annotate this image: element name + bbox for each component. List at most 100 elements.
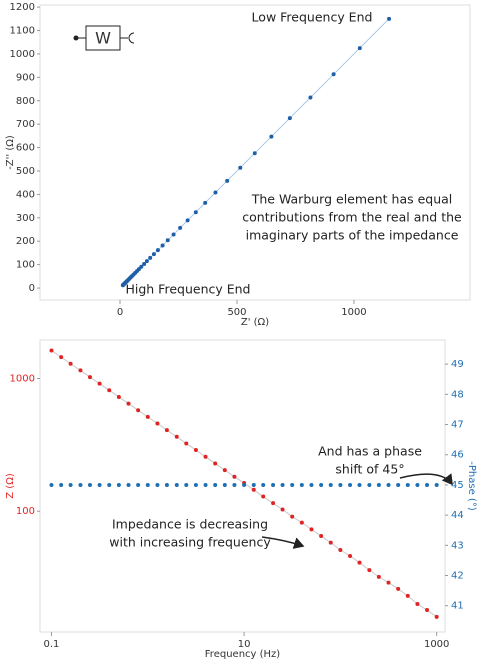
x-tick-label: 0 bbox=[117, 307, 123, 318]
data-point bbox=[271, 482, 276, 487]
data-point bbox=[68, 482, 73, 487]
data-point bbox=[151, 252, 156, 257]
data-point bbox=[193, 210, 198, 215]
annotation: contributions from the real and the bbox=[242, 210, 462, 225]
annotation-arrow bbox=[261, 536, 305, 549]
y2-tick-label: 47 bbox=[451, 420, 464, 431]
data-point bbox=[184, 441, 189, 446]
data-point bbox=[164, 428, 169, 433]
data-point bbox=[269, 134, 274, 139]
data-point bbox=[174, 434, 179, 439]
data-point bbox=[203, 482, 208, 487]
data-point bbox=[331, 72, 336, 77]
symbol-label: W bbox=[95, 29, 111, 48]
data-point bbox=[308, 95, 313, 100]
data-point bbox=[357, 46, 362, 51]
annotation: Low Frequency End bbox=[252, 10, 373, 25]
y-tick-label: 600 bbox=[16, 143, 35, 154]
data-point bbox=[396, 586, 401, 591]
data-point bbox=[405, 593, 410, 598]
x-tick-label: 1000 bbox=[341, 307, 366, 318]
y2-tick-label: 42 bbox=[451, 571, 464, 582]
data-point bbox=[171, 232, 176, 237]
y2-tick-label: 45 bbox=[451, 480, 464, 491]
x-axis-label: Frequency (Hz) bbox=[205, 649, 281, 660]
data-point bbox=[251, 487, 256, 492]
data-point bbox=[415, 482, 420, 487]
y-tick-label: 500 bbox=[16, 166, 35, 177]
plot-frame bbox=[39, 4, 471, 301]
data-point bbox=[287, 116, 292, 121]
data-point bbox=[87, 482, 92, 487]
data-point bbox=[87, 375, 92, 380]
data-point bbox=[225, 178, 230, 183]
data-point bbox=[68, 361, 73, 366]
data-point bbox=[145, 414, 150, 419]
y-tick-label: 0 bbox=[29, 283, 35, 294]
data-point bbox=[155, 482, 160, 487]
data-point bbox=[203, 200, 208, 205]
y-tick-label: 900 bbox=[16, 72, 35, 83]
data-point bbox=[309, 527, 314, 532]
data-point bbox=[148, 255, 153, 260]
y-tick-label: 1200 bbox=[10, 2, 35, 13]
data-point bbox=[434, 482, 439, 487]
data-point bbox=[415, 601, 420, 606]
y-tick-label: 200 bbox=[16, 236, 35, 247]
annotation: High Frequency End bbox=[125, 282, 250, 297]
data-point bbox=[213, 461, 218, 466]
data-point bbox=[97, 482, 102, 487]
annotation: shift of 45° bbox=[335, 462, 404, 477]
data-point bbox=[367, 568, 372, 573]
data-point bbox=[271, 501, 276, 506]
y2-tick-label: 46 bbox=[451, 450, 464, 461]
data-point bbox=[155, 248, 160, 253]
data-point bbox=[357, 482, 362, 487]
data-point bbox=[290, 514, 295, 519]
data-point bbox=[242, 482, 247, 487]
data-point bbox=[185, 218, 190, 223]
data-point bbox=[213, 482, 218, 487]
data-point bbox=[434, 614, 439, 619]
y-tick-label: 800 bbox=[16, 96, 35, 107]
data-point bbox=[136, 408, 141, 413]
data-point bbox=[160, 243, 165, 248]
y-axis-label: -Z'' (Ω) bbox=[5, 135, 16, 170]
data-point bbox=[178, 225, 183, 230]
data-point bbox=[319, 534, 324, 539]
data-point bbox=[387, 16, 392, 21]
y-tick-label: 1000 bbox=[10, 373, 35, 384]
data-point bbox=[49, 348, 54, 353]
data-point bbox=[328, 482, 333, 487]
data-point bbox=[174, 482, 179, 487]
data-point bbox=[193, 482, 198, 487]
y2-tick-label: 43 bbox=[451, 540, 464, 551]
data-point bbox=[261, 482, 266, 487]
annotation: with increasing frequency bbox=[109, 535, 271, 550]
data-point bbox=[280, 507, 285, 512]
y-tick-label: 1000 bbox=[10, 49, 35, 60]
data-point bbox=[126, 401, 131, 406]
data-point bbox=[49, 482, 54, 487]
data-point bbox=[338, 548, 343, 553]
data-point bbox=[116, 482, 121, 487]
x-tick-label: 0.1 bbox=[44, 639, 60, 650]
data-point bbox=[425, 482, 430, 487]
data-point bbox=[213, 190, 218, 195]
data-point bbox=[290, 482, 295, 487]
y-tick-label: 1100 bbox=[10, 26, 35, 37]
data-point bbox=[367, 482, 372, 487]
y-axis-label: Z (Ω) bbox=[5, 473, 16, 499]
circuit-symbol: W bbox=[73, 25, 135, 51]
data-point bbox=[348, 553, 353, 558]
data-point bbox=[59, 482, 64, 487]
data-point bbox=[251, 482, 256, 487]
y-tick-label: 100 bbox=[16, 260, 35, 271]
annotation: imaginary parts of the impedance bbox=[246, 228, 459, 243]
data-point bbox=[78, 368, 83, 373]
y2-tick-label: 41 bbox=[451, 601, 464, 612]
y2-tick-label: 48 bbox=[451, 389, 464, 400]
x-tick-label: 10 bbox=[238, 639, 251, 650]
annotation: And has a phase bbox=[318, 444, 422, 459]
data-point bbox=[299, 520, 304, 525]
